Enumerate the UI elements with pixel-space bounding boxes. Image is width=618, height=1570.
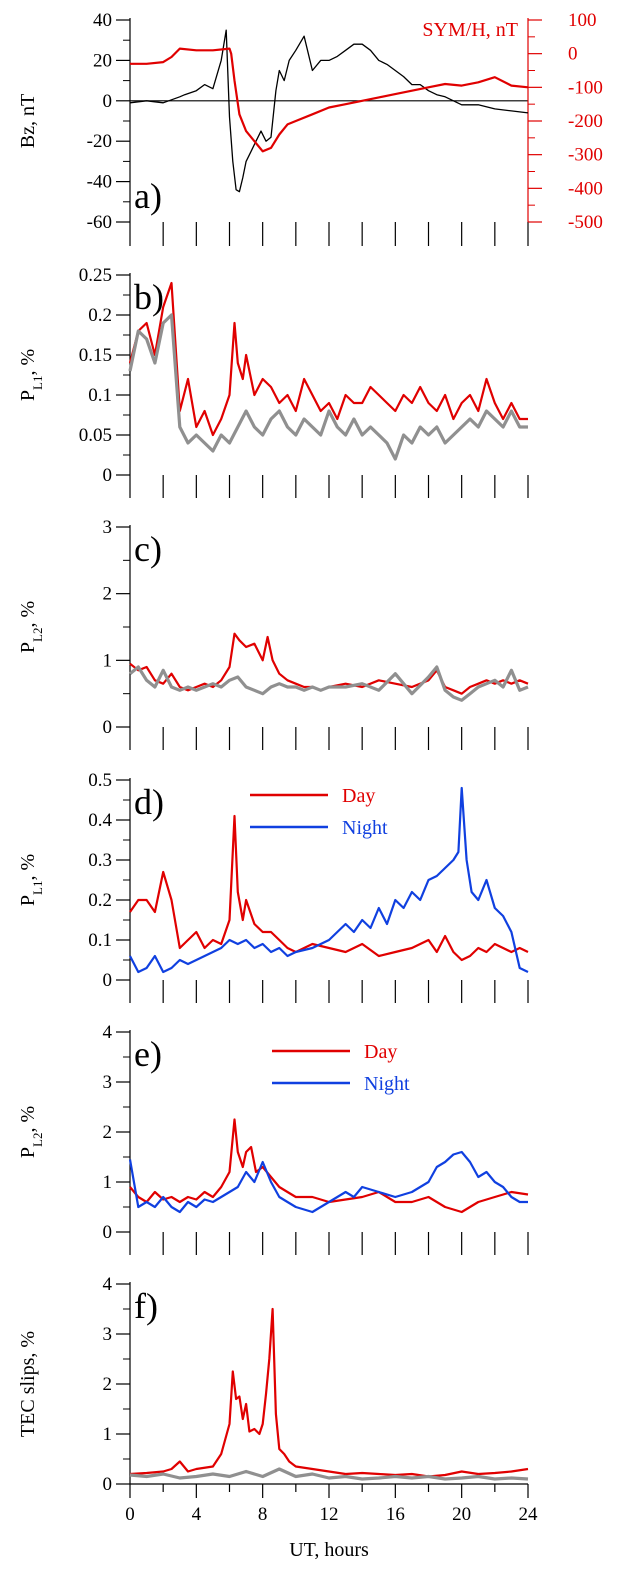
legend-label-night: Night — [342, 817, 388, 839]
y2-tick-label: -500 — [568, 212, 603, 233]
y-axis-title: PL2, % — [17, 601, 45, 653]
y-tick-label: 3 — [103, 517, 113, 538]
y-tick-label: 0.25 — [79, 265, 112, 286]
y-tick-label: 40 — [93, 10, 112, 31]
series-line-gray — [129, 1467, 529, 1481]
y-tick-label: 0.2 — [88, 305, 112, 326]
y2-tick-label: -100 — [568, 77, 603, 98]
y-tick-label: 0.1 — [88, 930, 112, 951]
x-tick-label: 4 — [192, 1504, 202, 1525]
y-axis-title: PL1, % — [17, 349, 45, 401]
y-tick-label: 2 — [103, 1122, 113, 1143]
y-tick-label: 20 — [93, 50, 112, 71]
y-tick-label: 2 — [103, 584, 113, 605]
y2-tick-label: 0 — [568, 44, 578, 65]
series-line-day — [129, 1118, 529, 1214]
panel-letter: f) — [134, 1286, 158, 1326]
y-tick-label: 0.5 — [88, 770, 112, 791]
x-tick-label: 20 — [452, 1504, 471, 1525]
y-tick-label: 0.1 — [88, 385, 112, 406]
y-tick-label: 0 — [103, 1474, 113, 1495]
y-tick-label: 0.15 — [79, 345, 112, 366]
y-tick-label: 0 — [103, 717, 113, 738]
series-line-symh — [130, 47, 529, 153]
y-tick-label: 1 — [103, 650, 113, 671]
series-line-night — [129, 786, 529, 974]
x-tick-label: 16 — [386, 1504, 405, 1525]
y-tick-label: 3 — [103, 1072, 113, 1093]
y-tick-label: 0 — [103, 465, 113, 486]
series-line-gray — [128, 313, 528, 461]
y-tick-label: 4 — [103, 1022, 113, 1043]
y-axis-title: Bz, nT — [17, 94, 39, 148]
panel-letter: c) — [134, 529, 162, 569]
pl1-day-night-panel: 0 0.1 0.2 0.3 0.4 0.5 d) PL1, % Day Night — [17, 770, 529, 1003]
y-tick-label: 0.4 — [88, 810, 112, 831]
x-tick-label: 12 — [320, 1504, 339, 1525]
panel-letter: e) — [134, 1034, 162, 1074]
panel-letter: d) — [134, 782, 164, 822]
series-line-black — [129, 29, 529, 193]
panel-letter: b) — [134, 277, 164, 317]
series-line-day — [129, 632, 529, 695]
y-axis-title: PL2, % — [17, 1106, 45, 1158]
x-tick-label: 0 — [125, 1504, 135, 1525]
legend-label-night: Night — [364, 1073, 410, 1095]
y-tick-label: 0.2 — [88, 890, 112, 911]
panel-letter: a) — [134, 176, 162, 216]
series-line-gray — [128, 665, 529, 702]
y2-tick-label: -200 — [568, 111, 603, 132]
y2-tick-label: -400 — [568, 178, 603, 199]
series-line-day — [129, 1307, 529, 1478]
series-line-night — [128, 1150, 528, 1214]
y-tick-label: 0 — [103, 1222, 113, 1243]
pl2-panel: 0 1 2 3 c) PL2, % — [17, 517, 529, 750]
y-tick-label: 4 — [103, 1274, 113, 1295]
y-axis-title: TEC slips, % — [17, 1331, 39, 1437]
y-tick-label: 0.05 — [79, 425, 112, 446]
bz-symh-panel: -60-40-2002040-500-400-300-200-1000100SY… — [17, 10, 603, 246]
y2-axis-title: SYM/H, nT — [422, 19, 518, 41]
x-axis-title: UT, hours — [289, 1539, 369, 1561]
y-axis-title: PL1, % — [17, 854, 45, 906]
y-tick-label: 0 — [103, 91, 113, 112]
y2-tick-label: -300 — [568, 145, 603, 166]
y-tick-label: 2 — [103, 1374, 113, 1395]
series-line-day — [129, 814, 529, 962]
legend-label-day: Day — [342, 785, 375, 807]
y-tick-label: 0.3 — [88, 850, 112, 871]
y-tick-label: 0 — [103, 970, 113, 991]
legend-label-day: Day — [364, 1041, 397, 1063]
y-tick-label: -40 — [87, 172, 112, 193]
x-tick-label: 8 — [258, 1504, 268, 1525]
y2-tick-label: 100 — [568, 10, 597, 31]
pl1-panel: 0 0.05 0.1 0.15 0.2 0.25 b) PL1, % — [17, 265, 529, 498]
pl2-day-night-panel: 0 1 2 3 4 e) PL2, % Day Night — [17, 1022, 529, 1255]
y-tick-label: 1 — [103, 1172, 113, 1193]
x-tick-label: 24 — [519, 1504, 539, 1525]
y-tick-label: -60 — [87, 212, 112, 233]
series-line-day — [128, 281, 528, 437]
y-tick-label: -20 — [87, 131, 112, 152]
y-tick-label: 1 — [103, 1424, 113, 1445]
y-tick-label: 3 — [103, 1324, 113, 1345]
